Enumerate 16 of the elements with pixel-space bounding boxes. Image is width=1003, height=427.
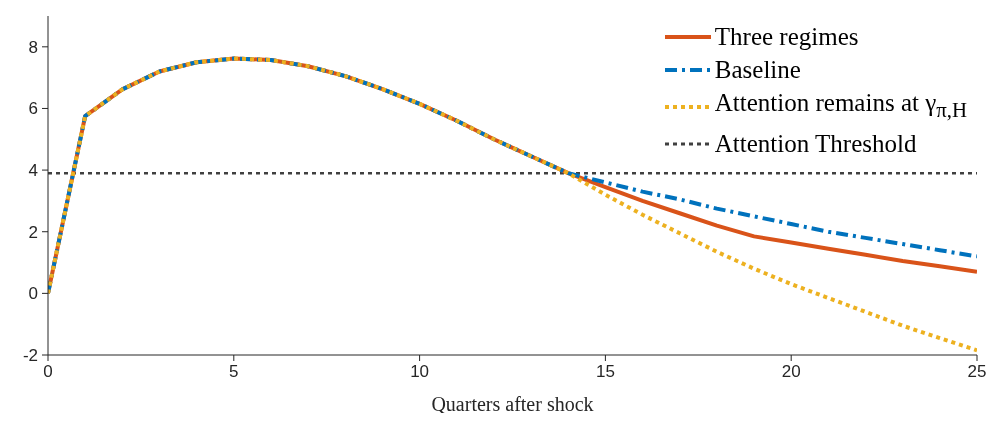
x-tick-label: 0 (43, 362, 53, 382)
y-tick-label: 0 (28, 284, 38, 304)
y-tick-label: 8 (28, 37, 38, 57)
y-tick-label: 6 (28, 99, 38, 119)
legend-label: Attention Threshold (714, 129, 917, 159)
x-tick-label: 15 (595, 362, 615, 382)
x-tick-label: 25 (967, 362, 987, 382)
y-tick-label: 2 (28, 222, 38, 242)
legend-label: Attention remains at γ$_{π,H}$ (714, 88, 967, 124)
x-tick-label: 5 (229, 362, 239, 382)
x-tick-label: 10 (410, 362, 430, 382)
legend-label: Baseline (714, 55, 801, 85)
y-tick-label: -2 (22, 346, 38, 366)
x-tick-label: 20 (781, 362, 801, 382)
y-tick-label: 4 (28, 161, 38, 181)
legend-label: Three regimes (714, 22, 859, 52)
